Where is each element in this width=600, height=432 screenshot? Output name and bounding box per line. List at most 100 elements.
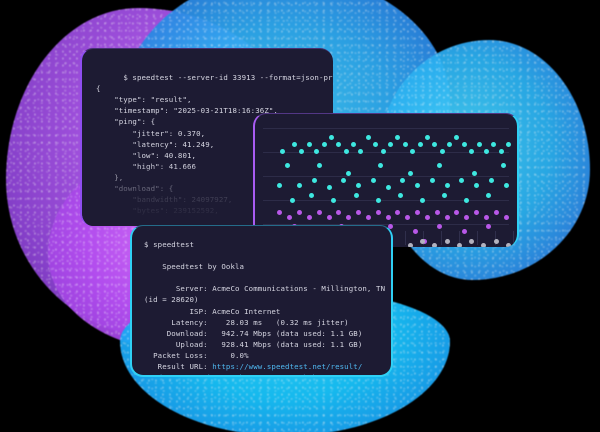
plot-dot-upload [405, 214, 411, 220]
plot-dot-download [483, 148, 489, 154]
plot-dot-download [476, 141, 482, 147]
plot-dot-upload [486, 224, 492, 230]
plot-dot-download [461, 141, 467, 147]
plot-dot-upload [326, 214, 332, 220]
plot-dot-download [343, 148, 349, 154]
plot-gridline-horizontal [263, 176, 509, 177]
plot-dot-upload [388, 224, 393, 230]
terminal-result-text: $ speedtest Speedtest by Ookla Server: A… [132, 226, 391, 375]
plot-dot-download [306, 141, 312, 147]
plot-dot-upload [464, 214, 470, 220]
plot-dot-download [491, 141, 497, 147]
plot-dot-download [375, 197, 381, 203]
plot-dot-download [464, 197, 470, 203]
plot-dot-download [424, 135, 430, 141]
plot-dot-ping [432, 242, 438, 247]
plot-dot-download [432, 141, 438, 147]
plot-dot-upload [483, 214, 489, 220]
plot-dot-ping [419, 239, 425, 245]
terminal-window-dot-plot[interactable] [253, 113, 519, 247]
plot-dot-download [501, 163, 507, 169]
plot-dot-upload [454, 209, 460, 215]
plot-dot-download [370, 178, 376, 184]
plot-dot-download [486, 192, 492, 198]
result-url-link-line2[interactable]: c/2d74ee56-a79b-4469-ba21-0cecc92c8bcb [144, 373, 317, 375]
plot-dot-upload [434, 209, 440, 215]
plot-dot-download [415, 183, 421, 188]
plot-dot-download [279, 148, 285, 154]
plot-dot-download [447, 141, 453, 147]
plot-gridline-vertical [477, 231, 478, 245]
result-url-link-line1[interactable]: https://www.speedtest.net/result/ [212, 362, 363, 372]
plot-dot-upload [375, 209, 381, 215]
plot-dot-download [311, 178, 317, 184]
plot-gridline-horizontal [263, 152, 509, 153]
plot-dot-download [444, 183, 450, 188]
plot-dot-download [321, 141, 327, 147]
plot-dot-upload [474, 209, 480, 215]
plot-dot-upload [461, 229, 467, 235]
plot-dot-upload [316, 209, 322, 215]
plot-dot-download [309, 192, 315, 198]
plot-gridline-vertical [459, 231, 460, 245]
plot-dot-download [385, 185, 391, 191]
plot-dot-upload [365, 214, 371, 220]
plot-dot-upload [412, 229, 418, 235]
plot-dot-download [388, 141, 393, 147]
plot-dot-download [378, 163, 384, 169]
plot-dot-download [373, 141, 379, 147]
plot-dot-ping [469, 239, 475, 245]
plot-dot-ping [481, 242, 487, 247]
plot-dot-download [474, 183, 480, 188]
plot-dot-download [400, 178, 406, 184]
plot-dot-upload [503, 214, 509, 220]
plot-dot-download [341, 178, 347, 184]
plot-dot-download [328, 135, 334, 141]
plot-dot-download [346, 170, 352, 176]
plot-dot-download [353, 192, 359, 198]
terminal-window-speedtest-result[interactable]: $ speedtest Speedtest by Ookla Server: A… [130, 225, 393, 377]
plot-dot-download [336, 141, 342, 147]
plot-dot-download [410, 148, 416, 154]
plot-dot-ping [506, 242, 512, 247]
plot-dot-upload [306, 214, 312, 220]
plot-gridline-horizontal [263, 224, 509, 225]
plot-dot-upload [277, 209, 283, 215]
plot-dot-ping [456, 242, 462, 247]
plot-dot-download [356, 183, 362, 188]
plot-dot-download [331, 197, 337, 203]
plot-dot-download [419, 197, 425, 203]
plot-gridline-vertical [441, 231, 442, 245]
plot-dot-download [503, 183, 509, 188]
plot-dot-download [498, 148, 504, 154]
plot-dot-upload [444, 214, 450, 220]
plot-dot-upload [336, 209, 342, 215]
plot-dot-download [459, 178, 465, 184]
plot-dot-download [358, 148, 364, 154]
plot-dot-upload [395, 209, 401, 215]
plot-gridline-vertical [495, 231, 496, 245]
plot-dot-ping [444, 239, 450, 245]
plot-dot-download [299, 148, 305, 154]
plot-dot-download [429, 178, 435, 184]
plot-dot-upload [385, 214, 391, 220]
plot-dot-download [397, 192, 403, 198]
plot-dot-download [437, 163, 443, 169]
plot-dot-ping [493, 239, 499, 245]
plot-gridline-vertical [513, 231, 514, 245]
plot-gridline-horizontal [263, 200, 509, 201]
plot-dot-ping [407, 242, 413, 247]
plot-dot-download [277, 183, 283, 188]
plot-dot-download [395, 135, 401, 141]
plot-dot-download [417, 141, 423, 147]
plot-dot-upload [493, 209, 499, 215]
plot-dot-download [442, 192, 448, 198]
plot-dot-download [380, 148, 386, 154]
plot-dot-upload [415, 209, 421, 215]
plot-gridline-horizontal [263, 128, 509, 129]
plot-dot-download [284, 163, 290, 169]
plot-dot-download [454, 135, 460, 141]
plot-dot-download [439, 148, 445, 154]
plot-dot-download [289, 197, 295, 203]
